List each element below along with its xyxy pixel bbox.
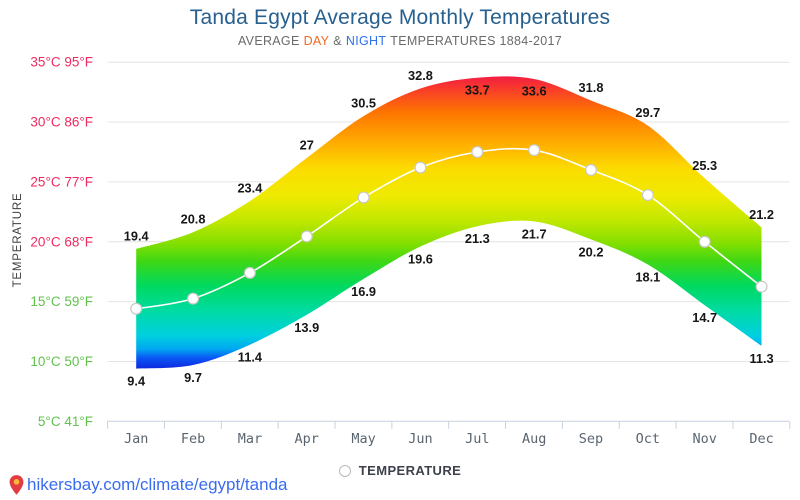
y-tick-label: 30°C 86°F [30,115,93,130]
legend-label: TEMPERATURE [358,463,462,478]
data-point-marker[interactable] [528,144,541,157]
day-value-label: 31.8 [579,80,604,95]
night-value-label: 16.9 [351,284,376,299]
night-value-label: 9.7 [184,370,202,385]
chart-subtitle: AVERAGE DAY & NIGHT TEMPERATURES 1884-2017 [0,34,800,48]
day-value-label: 23.4 [237,181,263,196]
day-value-label: 27 [300,137,314,152]
location-pin-icon [9,475,24,495]
y-tick-label: 15°C 59°F [30,294,93,309]
night-value-label: 20.2 [579,244,604,259]
legend-marker-icon [338,464,351,477]
data-point-marker[interactable] [357,191,370,204]
day-value-label: 21.2 [749,207,774,222]
y-axis-labels: 35°C 95°F 30°C 86°F 25°C 77°F 20°C 68°F 15°C… [30,55,93,429]
month-label: Sep [579,431,603,447]
night-value-label: 9.4 [127,374,146,389]
subtitle-day: DAY [303,34,330,48]
month-label: Apr [295,431,319,447]
data-point-marker[interactable] [414,161,427,174]
pin-body [9,475,24,495]
night-value-label: 19.6 [408,252,433,267]
data-point-marker[interactable] [584,163,597,176]
chart-title: Tanda Egypt Average Monthly Temperatures [189,6,611,29]
month-label: Aug [522,431,546,447]
y-tick-label: 35°C 95°F [30,55,93,70]
y-tick-label: 10°C 50°F [30,354,93,369]
night-value-label: 21.3 [465,231,490,246]
subtitle-amp: & [333,34,342,48]
y-axis-title: TEMPERATURE [12,193,24,288]
night-value-label: 14.7 [692,310,717,325]
data-point-marker[interactable] [130,302,143,315]
legend-temperature[interactable]: TEMPERATURE [0,463,800,478]
value-labels: 19.4 20.8 23.4 27 30.5 32.8 33.7 33.6 31.8 29.7 25… [124,68,774,389]
data-point-marker[interactable] [187,292,200,305]
day-value-label: 33.7 [465,82,490,97]
month-label: Jun [408,431,432,447]
night-value-label: 11.4 [238,350,263,365]
average-line-group [130,144,768,315]
subtitle-average: AVERAGE [237,34,300,48]
day-value-label: 20.8 [181,212,206,227]
temperature-band [136,76,762,369]
pin-dot [13,478,20,485]
y-tick-label: 20°C 68°F [30,234,93,249]
day-value-label: 30.5 [351,96,376,111]
subtitle-suffix: TEMPERATURES 1884-2017 [390,34,563,48]
month-label: Nov [693,431,717,447]
y-axis-title-group: TEMPERATURE [12,193,24,288]
x-axis: Jan Feb Mar Apr May Jun Jul Aug Sep Oct Nov Dec [107,420,791,447]
month-label: Jul [465,431,489,447]
data-point-marker[interactable] [698,235,711,248]
night-value-label: 21.7 [522,226,547,241]
month-label: Jan [124,431,148,447]
footer-link[interactable]: hikersbay.com/climate/egypt/tanda [27,475,288,494]
data-point-marker[interactable] [300,230,313,243]
night-value-label: 11.3 [749,351,773,366]
month-label: Dec [749,431,773,447]
month-label: Feb [181,431,205,447]
y-tick-label: 5°C 41°F [38,414,93,429]
y-tick-label: 25°C 77°F [30,174,93,189]
month-label: Oct [636,431,660,447]
day-night-band [136,76,762,369]
night-value-label: 18.1 [635,269,660,284]
subtitle-night: NIGHT [345,34,387,48]
data-point-marker[interactable] [755,280,768,293]
month-label: Mar [238,431,262,447]
day-value-label: 32.8 [408,68,433,83]
night-value-label: 13.9 [294,320,319,335]
day-value-label: 19.4 [124,228,150,243]
data-point-marker[interactable] [641,189,654,202]
day-value-label: 29.7 [635,105,660,120]
footer: hikersbay.com/climate/egypt/tanda [8,474,287,496]
month-label: May [351,431,375,447]
data-point-marker[interactable] [243,266,256,279]
data-point-marker[interactable] [471,145,484,158]
day-value-label: 25.3 [692,158,717,173]
day-value-label: 33.6 [522,83,547,98]
